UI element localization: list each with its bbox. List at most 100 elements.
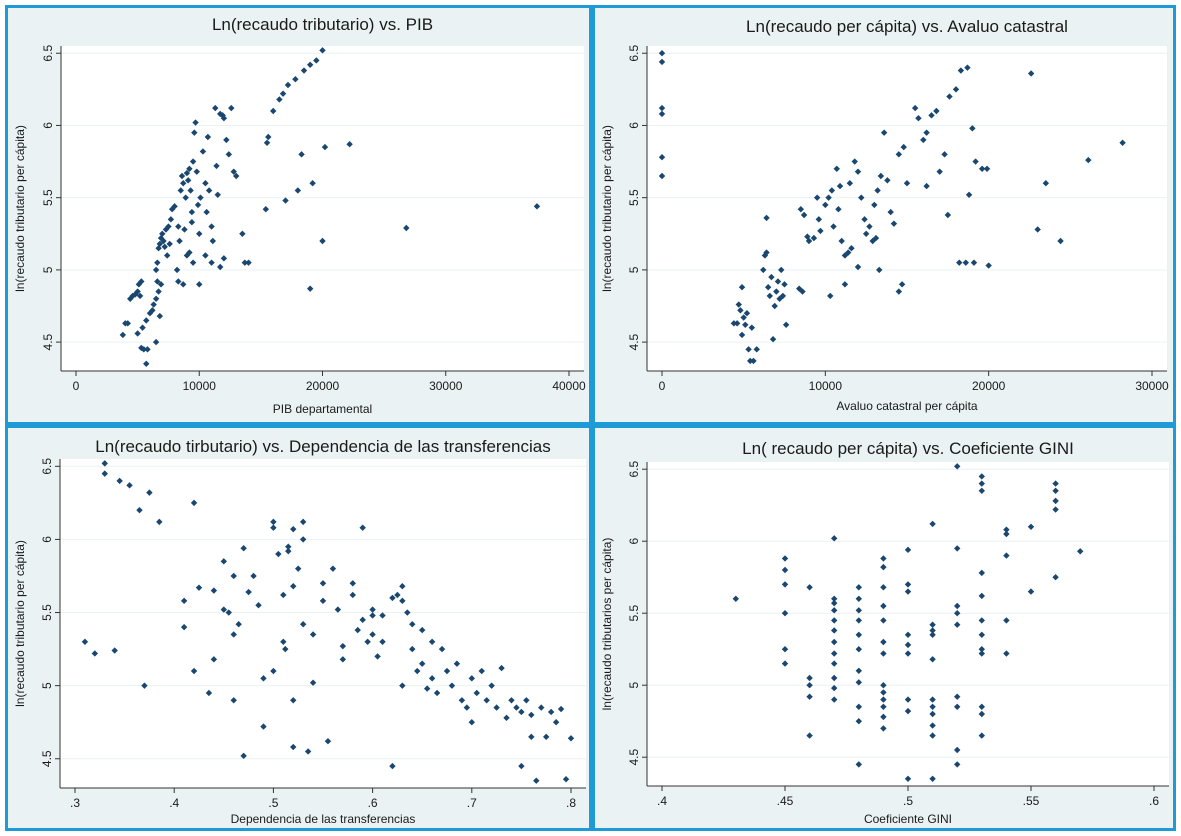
scatter-point [196, 230, 203, 237]
scatter-point [324, 738, 332, 745]
scatter-point [152, 266, 160, 274]
scatter-point [831, 674, 838, 682]
scatter-point [403, 224, 410, 232]
scatter-point [473, 689, 480, 697]
scatter-point [186, 165, 193, 172]
scatter-point [213, 162, 220, 170]
scatter-point [202, 180, 209, 187]
x-tick-label: .4 [657, 794, 667, 808]
scatter-point [781, 660, 789, 667]
scatter-point [929, 732, 936, 739]
scatter-point [957, 67, 965, 74]
scatter-point [369, 606, 376, 613]
scatter-point [831, 638, 838, 646]
scatter-point [923, 129, 930, 136]
scatter-point [284, 81, 292, 89]
scatter-point [161, 243, 168, 250]
x-tick-label: .5 [903, 794, 913, 808]
scatter-point [900, 143, 907, 151]
chart-gini: 4.5 5 5.5 6 6.5 .4 .45 .5 .55 .6 Ln( recaudo per c… [600, 439, 1169, 826]
y-axis-label: ln(recaudo tributario per cápita) [600, 125, 614, 292]
scatter-point [880, 602, 887, 610]
scatter-point [143, 360, 150, 367]
scatter-point [188, 219, 196, 226]
y-tick-label: 4.5 [627, 333, 641, 350]
scatter-point [165, 223, 172, 230]
x-axis-label: PIB departamental [273, 402, 372, 416]
scatter-point [241, 259, 249, 266]
scatter-point [188, 208, 196, 216]
scatter-point [880, 713, 887, 721]
scatter-point [346, 141, 353, 148]
scatter-point [140, 346, 147, 353]
scatter-point [205, 689, 213, 697]
x-tick-label: .4 [169, 796, 179, 810]
y-tick-label: 5.5 [41, 189, 55, 206]
scatter-point [903, 180, 911, 187]
scatter-point [972, 158, 979, 165]
scatter-point [498, 664, 505, 672]
scatter-point [854, 168, 862, 175]
scatter-point [228, 104, 235, 112]
scatter-point [854, 263, 862, 271]
scatter-point [528, 711, 535, 719]
scatter-point [884, 177, 891, 184]
x-tick-label: .5 [268, 796, 278, 810]
scatter-point [304, 748, 312, 755]
scatter-point [276, 96, 283, 103]
scatter-point [239, 230, 246, 237]
scatter-point [970, 259, 978, 266]
chart-pib: 4.5 5 5.5 6 6.5 0 10000 20000 30000 40000 Ln(recau… [13, 15, 586, 416]
scatter-point [313, 57, 320, 64]
scatter-point [869, 237, 876, 245]
scatter-point [300, 67, 308, 74]
x-tick-label: .45 [777, 794, 794, 808]
scatter-point [1085, 156, 1092, 164]
y-tick-label: 5.5 [627, 189, 641, 206]
scatter-point [781, 610, 789, 617]
chart-panel-pib: 4.5 5 5.5 6 6.5 0 10000 20000 30000 40000 Ln(recau… [5, 5, 592, 425]
scatter-point [964, 64, 971, 71]
x-tick-label: 30000 [429, 379, 463, 393]
scatter-point [1057, 237, 1064, 245]
scatter-point [199, 148, 207, 155]
scatter-point [952, 86, 960, 93]
scatter-point [152, 295, 160, 302]
scatter-point [1052, 480, 1059, 487]
x-tick-label: 10000 [809, 379, 843, 393]
chart-title: Ln(recaudo per cápita) vs. Avaluo catast… [746, 17, 1068, 36]
x-axis-label: Avaluo catastral per cápita [836, 399, 978, 413]
chart-title: Ln(recaudo tributario) vs. PIB [212, 15, 433, 34]
scatter-point [101, 470, 108, 477]
scatter-point [136, 292, 144, 300]
scatter-point [233, 172, 240, 180]
scatter-point [319, 47, 326, 54]
scatter-point [245, 259, 252, 266]
scatter-point [836, 182, 844, 190]
plot-area [61, 46, 584, 371]
scatter-point [874, 187, 881, 194]
scatter-point [139, 324, 146, 331]
scatter-point [904, 546, 912, 554]
scatter-point [203, 208, 210, 216]
scatter-point [978, 710, 985, 718]
scatter-point [928, 112, 935, 119]
scatter-point [175, 223, 182, 230]
scatter-point [208, 259, 215, 266]
scatter-point [1119, 139, 1126, 146]
x-tick-label: .8 [566, 796, 576, 810]
scatter-point [880, 725, 887, 732]
scatter-point [143, 317, 150, 324]
scatter-point [189, 158, 197, 165]
scatter-point [503, 714, 510, 722]
scatter-point [880, 696, 887, 703]
y-tick-label: 5.5 [40, 604, 54, 621]
y-tick-label: 5 [627, 682, 641, 689]
scatter-point [414, 667, 421, 675]
scatter-point [954, 602, 961, 610]
scatter-point [806, 674, 813, 682]
scatter-point [880, 563, 887, 571]
scatter-point [658, 58, 666, 66]
scatter-point [866, 223, 873, 230]
